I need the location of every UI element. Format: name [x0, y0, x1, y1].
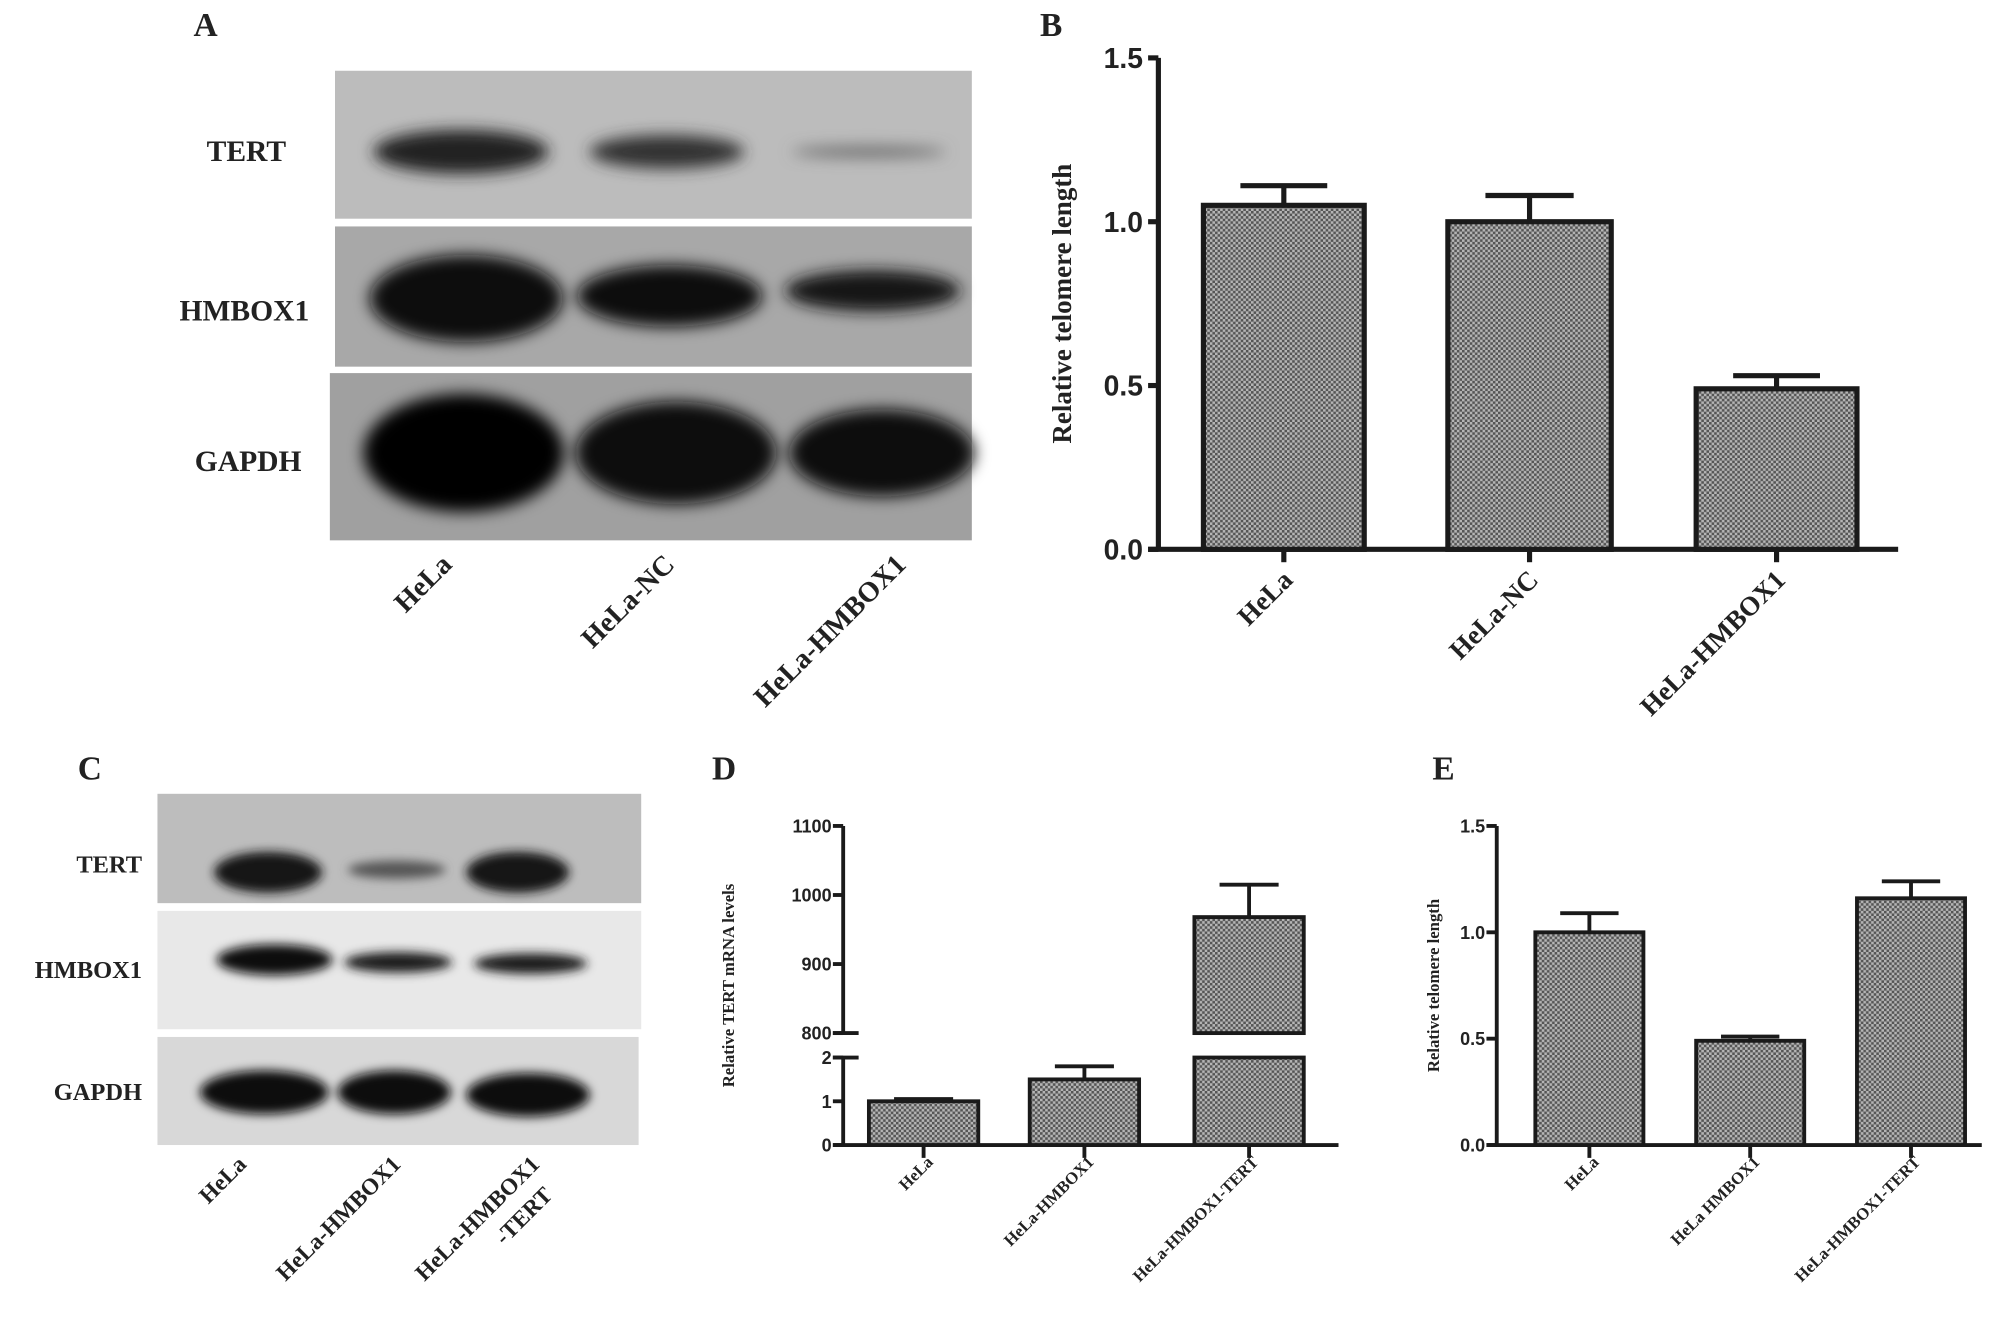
- panel-c-blot: C TERT HMBOX1 GAPDH HeLa HeLa-HMBOX1 HeL…: [35, 751, 642, 1286]
- y-tick-label: 2: [822, 1048, 832, 1068]
- band: [589, 135, 745, 169]
- band: [373, 129, 549, 174]
- band: [789, 409, 975, 497]
- bar: [1027, 1077, 1142, 1147]
- chart-panel-b: 0.0 0.5 1.0 1.5 Relative telomere length HeLa…: [1047, 42, 1899, 722]
- row-label-tert: TERT: [207, 136, 287, 168]
- band: [791, 146, 947, 157]
- y-tick-label: 0: [822, 1136, 832, 1156]
- bar: [1533, 930, 1646, 1147]
- band: [216, 944, 333, 976]
- axis-break-gap: [1190, 1035, 1308, 1055]
- y-tick-label: 1.5: [1104, 42, 1143, 74]
- band: [466, 851, 570, 893]
- y-axis-label: Relative telomere length: [1424, 898, 1443, 1072]
- panel-a-blot: A TERT HMBOX1 GAPDH HeLa HeLa-NC HeLa-HM…: [179, 7, 975, 713]
- y-axis-label: Relative TERT mRNA levels: [719, 883, 738, 1087]
- row-label-gapdh: GAPDH: [195, 446, 302, 478]
- band: [785, 270, 961, 312]
- y-axis-label: Relative telomere length: [1047, 164, 1077, 444]
- x-tick-label: HeLa-HMBOX1-TERT: [1129, 1152, 1262, 1285]
- band: [344, 952, 453, 973]
- x-tick-label: HeLa-HMBOX1: [1000, 1152, 1098, 1250]
- panel-c-label: C: [78, 751, 102, 788]
- bar: [866, 1099, 981, 1147]
- row-label-hmbox1: HMBOX1: [179, 295, 309, 327]
- bar: [1200, 202, 1367, 552]
- y-tick-label: 900: [802, 955, 832, 975]
- bar: [1855, 896, 1967, 1147]
- band: [214, 851, 323, 893]
- band: [473, 953, 588, 974]
- band: [466, 1072, 590, 1117]
- band: [369, 254, 563, 343]
- band: [575, 401, 777, 505]
- x-tick-label: HeLa-NC: [1443, 565, 1544, 666]
- lane-label: HeLa-HMBOX1: [271, 1151, 406, 1286]
- x-tick-label: HeLa: [895, 1152, 937, 1194]
- y-tick-label: 800: [802, 1024, 832, 1044]
- x-tick-label: HeLa HMBOX1: [1667, 1152, 1764, 1249]
- bar-lower-segment: [1192, 1055, 1306, 1147]
- y-tick-label: 1.0: [1104, 206, 1143, 238]
- bar: [1192, 915, 1306, 1036]
- y-tick-label: 0.5: [1460, 1029, 1485, 1049]
- band: [337, 1070, 451, 1115]
- y-tick-label: 1000: [792, 885, 832, 905]
- y-tick-label: 1: [822, 1092, 832, 1112]
- y-tick-label: 0.0: [1460, 1136, 1485, 1156]
- band: [199, 1070, 329, 1115]
- row-label-tert: TERT: [76, 851, 142, 878]
- lane-label: HeLa-HMBOX1: [748, 549, 912, 713]
- lane-label: HeLa: [389, 549, 459, 619]
- y-tick-label: 0.0: [1104, 534, 1143, 566]
- bar: [1445, 219, 1614, 552]
- row-label-hmbox1: HMBOX1: [35, 957, 142, 984]
- x-tick-label: HeLa-HMBOX1-TERT: [1791, 1152, 1924, 1285]
- y-tick-label: 1.0: [1460, 923, 1485, 943]
- band: [347, 860, 446, 879]
- y-tick-label: 0.5: [1104, 370, 1143, 402]
- chart-panel-d: 0 1 2 800 900 1000 1100 Relative TERT mRNA leve…: [719, 816, 1339, 1286]
- panel-d-label: D: [712, 751, 736, 788]
- lane-label: HeLa-NC: [576, 549, 681, 654]
- row-label-gapdh: GAPDH: [54, 1079, 142, 1106]
- y-tick-label: 1.5: [1460, 816, 1485, 836]
- lane-label: HeLa: [194, 1151, 252, 1209]
- x-tick-label: HeLa: [1561, 1152, 1603, 1194]
- panel-e-label: E: [1432, 751, 1454, 788]
- chart-panel-e: 0.0 0.5 1.0 1.5 Relative telomere length HeLa…: [1424, 816, 1982, 1286]
- bar: [1694, 1038, 1807, 1147]
- bar: [1693, 386, 1860, 552]
- x-tick-label: HeLa: [1232, 564, 1299, 631]
- panel-a-label: A: [193, 7, 217, 44]
- panel-b-label: B: [1040, 7, 1062, 44]
- band: [576, 265, 763, 327]
- y-tick-label: 1100: [793, 816, 832, 836]
- band: [363, 393, 565, 513]
- x-tick-label: HeLa-HMBOX1: [1634, 565, 1791, 722]
